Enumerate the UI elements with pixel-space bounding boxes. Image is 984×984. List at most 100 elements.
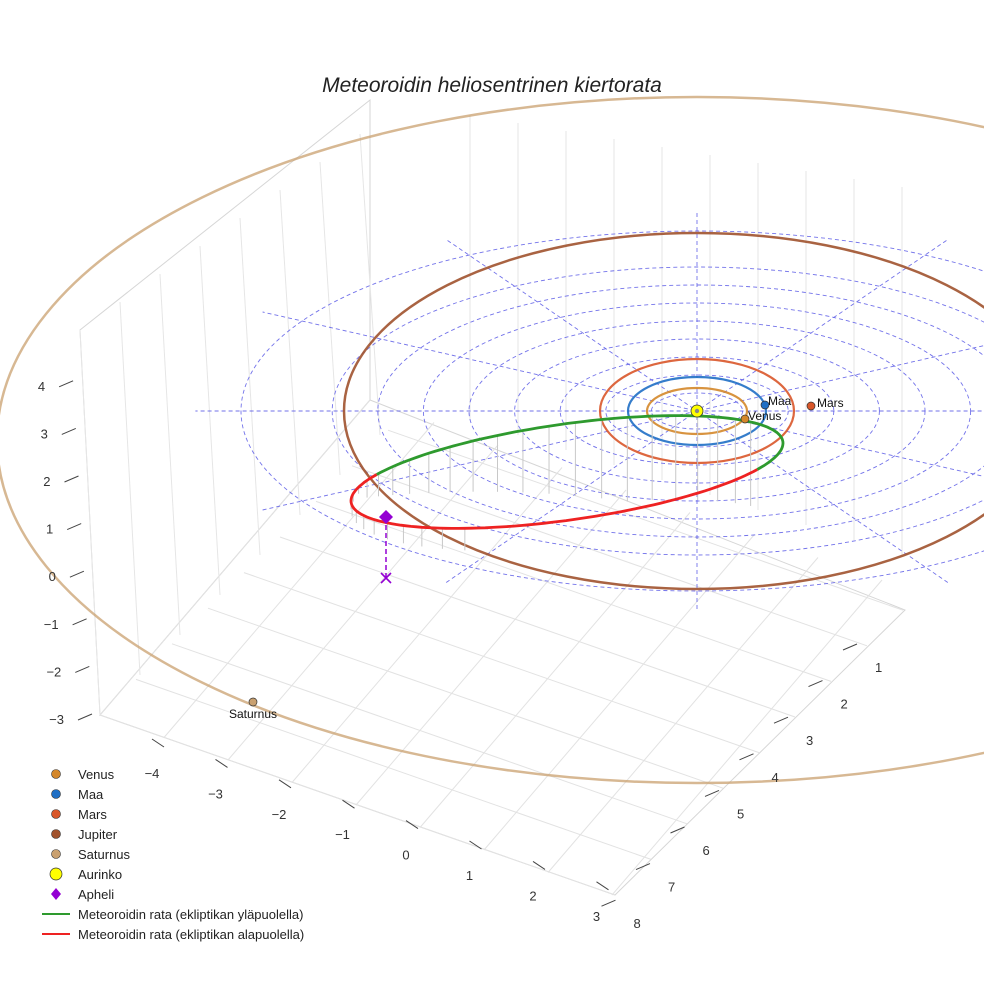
planet-label-saturnus: Saturnus [229, 707, 277, 721]
legend-aphelion-marker [51, 888, 61, 900]
floor-grid-line [279, 536, 796, 718]
z-tick [72, 618, 87, 626]
legend-item-maa[interactable]: Maa [40, 784, 304, 804]
floor-grid-line [547, 557, 819, 873]
z-tick [69, 570, 85, 578]
y-tick [773, 716, 789, 724]
x-tick-label: 1 [466, 868, 473, 883]
z-tick [67, 523, 82, 531]
floor-grid-line [163, 422, 435, 738]
y-tick [704, 789, 720, 797]
aphelion-marker [379, 510, 393, 524]
y-tick-label: 1 [875, 660, 882, 675]
planet-label-mars: Mars [817, 396, 844, 410]
y-tick-label: 2 [841, 697, 848, 712]
legend-saturnus-marker [51, 849, 61, 859]
legend-item-saturnus[interactable]: Saturnus [40, 844, 304, 864]
legend-sun-marker [49, 867, 63, 881]
y-tick-label: 6 [703, 843, 710, 858]
legend-item-apheli[interactable]: Apheli [40, 884, 304, 904]
y-tick [670, 826, 685, 834]
legend-item-jupiter[interactable]: Jupiter [40, 824, 304, 844]
z-tick-label: 0 [49, 569, 56, 584]
z-tick-label: −2 [46, 664, 61, 679]
floor-grid-line [99, 714, 616, 896]
legend-jupiter-marker [51, 829, 61, 839]
floor-grid-line [135, 678, 652, 860]
wall-grid-line [239, 217, 261, 556]
x-tick [215, 758, 228, 768]
x-tick [278, 779, 292, 789]
wall-grid-line [79, 329, 101, 716]
ecliptic-grid [195, 213, 984, 609]
floor-grid-line [351, 465, 868, 647]
back-pane-left [79, 98, 371, 717]
orbit-saturnus [0, 95, 984, 785]
orbit-venus [645, 386, 749, 436]
legend-mars-marker [51, 809, 61, 819]
sun-core [694, 408, 700, 414]
y-tick-label: 5 [737, 806, 744, 821]
legend-label: Venus [78, 766, 115, 782]
orbit-below-ecliptic [349, 468, 758, 530]
z-tick-label: −3 [49, 712, 64, 727]
legend-maa-marker [51, 789, 61, 799]
y-tick-label: 7 [668, 880, 675, 895]
wall-grid-line [199, 245, 221, 596]
legend-label: Apheli [78, 886, 115, 902]
z-tick [58, 380, 74, 388]
planet-orbits [0, 95, 984, 785]
legend-item-orbit-above[interactable]: Meteoroidin rata (ekliptikan yläpuolella… [40, 904, 304, 924]
x-tick-label: −4 [145, 766, 160, 781]
floor-grid-line [243, 572, 760, 754]
y-tick [635, 863, 651, 871]
z-tick [61, 427, 76, 435]
chart-title: Meteoroidin heliosentrinen kiertorata [322, 74, 662, 97]
legend-label: Jupiter [78, 826, 118, 842]
planet-saturnus [248, 697, 258, 707]
legend-item-venus[interactable]: Venus [40, 764, 304, 784]
y-tick-label: 3 [806, 733, 813, 748]
legend-label: Aurinko [78, 866, 123, 882]
legend-green-line [42, 913, 70, 915]
z-tick [75, 665, 90, 673]
legend-item-orbit-below[interactable]: Meteoroidin rata (ekliptikan alapuolella… [40, 924, 304, 944]
ecliptic-spoke [262, 311, 984, 477]
y-tick [601, 899, 616, 907]
floor-grid-line [99, 399, 371, 716]
planet-mars [806, 401, 816, 411]
legend-label: Mars [78, 806, 107, 822]
planet-label-maa: Maa [768, 394, 792, 408]
ecliptic-ring [514, 338, 880, 484]
x-tick-label: −3 [208, 786, 223, 801]
z-tick-label: 1 [46, 522, 53, 537]
legend-item-mars[interactable]: Mars [40, 804, 304, 824]
legend-item-aurinko[interactable]: Aurinko [40, 864, 304, 884]
floor-grid-line [419, 512, 691, 828]
legend-label: Saturnus [78, 846, 131, 862]
wall-grid-line [319, 161, 341, 476]
wall-grid-line [359, 133, 381, 436]
legend-label: Meteoroidin rata (ekliptikan yläpuolella… [78, 906, 304, 922]
z-tick-label: 4 [38, 379, 45, 394]
legend: Venus Maa Mars Jupiter Saturnus Aurinko … [40, 764, 304, 944]
ecliptic-ring [605, 374, 789, 448]
floor-grid-line [227, 444, 499, 761]
y-tick-label: 4 [772, 770, 779, 785]
z-tick [64, 475, 79, 483]
z-tick-label: −1 [44, 617, 59, 632]
orbit-above-ecliptic [376, 414, 785, 476]
x-tick [342, 799, 355, 809]
y-tick [808, 680, 823, 688]
x-tick-label: 0 [402, 848, 409, 863]
orbit-mars [598, 357, 796, 465]
ecliptic-spoke [262, 345, 984, 511]
y-tick [739, 753, 754, 761]
floor-grid-line [483, 534, 755, 851]
x-tick [405, 820, 419, 830]
legend-label: Meteoroidin rata (ekliptikan alapuolella… [78, 926, 305, 942]
planet-maa [760, 400, 770, 410]
legend-red-line [42, 933, 70, 935]
axis-panes [79, 98, 906, 896]
